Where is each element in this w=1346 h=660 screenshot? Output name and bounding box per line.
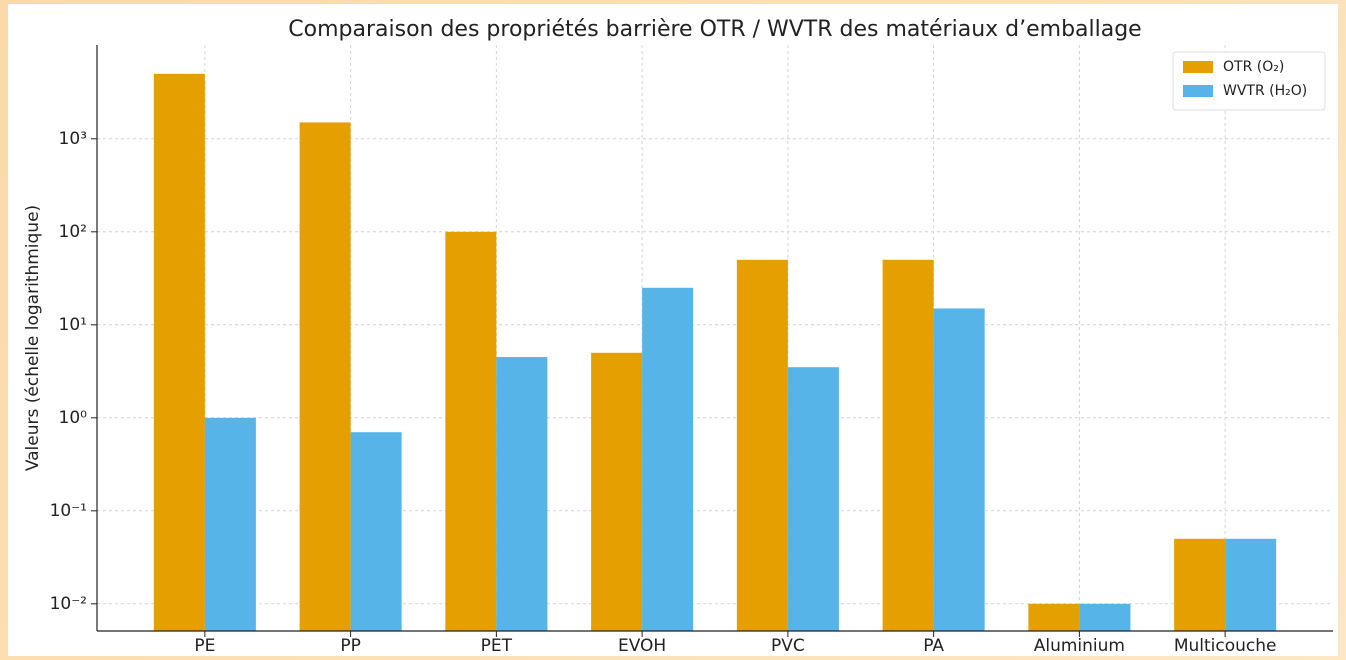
bar xyxy=(1225,538,1277,631)
bar xyxy=(591,352,643,631)
x-tick-label: PA xyxy=(923,636,944,656)
bar xyxy=(642,287,694,631)
bar xyxy=(787,367,839,631)
legend-swatch xyxy=(1183,61,1213,73)
y-tick-label: 10⁻¹ xyxy=(50,501,87,521)
bar xyxy=(204,417,256,631)
y-tick-label: 10¹ xyxy=(59,315,87,335)
y-tick-label: 10⁻² xyxy=(50,594,87,614)
bar xyxy=(736,259,788,631)
legend-swatch xyxy=(1183,85,1213,97)
bar xyxy=(933,308,985,631)
x-tick-label: PET xyxy=(481,636,513,656)
bar xyxy=(1174,538,1226,631)
x-tick-label: Aluminium xyxy=(1034,636,1125,656)
chart-title: Comparaison des propriétés barrière OTR … xyxy=(288,17,1141,42)
legend: OTR (O₂) WVTR (H₂O) xyxy=(1172,51,1326,111)
y-axis-label: Valeurs (échelle logarithmique) xyxy=(23,205,43,471)
legend-label: OTR (O₂) xyxy=(1223,59,1284,75)
x-tick-label: EVOH xyxy=(618,636,666,656)
bar xyxy=(496,357,548,631)
y-tick-label: 10³ xyxy=(59,129,87,149)
bar xyxy=(1028,603,1080,631)
x-tick-label: Multicouche xyxy=(1174,636,1277,656)
bar xyxy=(299,122,351,631)
x-tick-label: PVC xyxy=(771,636,805,656)
bar xyxy=(1079,603,1131,631)
x-tick-label: PP xyxy=(340,636,361,656)
y-tick-label: 10⁰ xyxy=(59,408,88,428)
legend-label: WVTR (H₂O) xyxy=(1223,83,1307,99)
bar xyxy=(445,231,497,632)
y-tick-label: 10² xyxy=(59,222,87,242)
bar xyxy=(882,259,934,631)
bar xyxy=(350,432,402,631)
bar xyxy=(153,73,205,631)
x-tick-label: PE xyxy=(194,636,215,656)
